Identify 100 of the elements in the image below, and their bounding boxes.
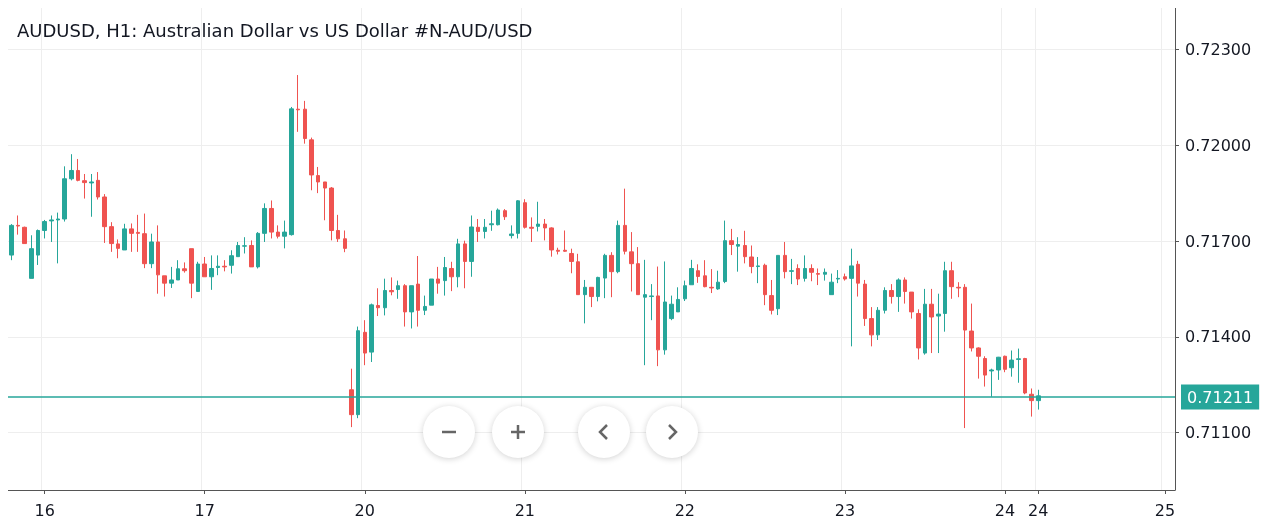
- candlestick: [543, 218, 547, 241]
- candlestick: [116, 238, 120, 259]
- candlestick: [603, 253, 607, 299]
- candlestick: [749, 244, 754, 274]
- candlestick: [329, 186, 334, 241]
- candlestick: [423, 295, 427, 316]
- candlestick: [669, 295, 674, 321]
- candlestick: [736, 236, 740, 273]
- y-tick-label: 0.72000: [1185, 135, 1252, 155]
- candlestick: [209, 254, 214, 291]
- candlestick: [783, 241, 787, 279]
- candlestick: [363, 319, 367, 366]
- candlestick: [776, 254, 780, 316]
- candlestick: [616, 220, 620, 274]
- candlestick: [643, 259, 647, 366]
- candlestick: [109, 221, 114, 253]
- candlestick: [336, 214, 340, 243]
- candlestick: [409, 285, 414, 329]
- candlestick: [463, 240, 467, 289]
- candlestick: [563, 229, 567, 253]
- candlestick: [789, 258, 794, 285]
- candlestick: [796, 263, 800, 286]
- candlestick: [242, 236, 247, 254]
- candlestick: [142, 213, 147, 269]
- candlestick: [636, 246, 640, 296]
- candlestick: [876, 306, 880, 341]
- candlestick: [249, 239, 254, 268]
- candlestick: [456, 238, 460, 288]
- candlestick: [296, 74, 300, 133]
- x-tick-label: 21: [514, 500, 535, 520]
- candlestick: [909, 291, 914, 320]
- candlestick: [102, 193, 107, 244]
- candlestick: [376, 287, 380, 317]
- candlestick: [889, 283, 894, 305]
- candlestick: [276, 224, 280, 239]
- candlestick: [76, 158, 80, 182]
- candlestick: [569, 248, 574, 274]
- candlestick: [449, 261, 454, 292]
- candlestick: [129, 222, 134, 253]
- candlestick: [756, 256, 760, 284]
- candlestick: [16, 214, 20, 236]
- candlestick: [716, 270, 720, 291]
- candlestick: [689, 259, 694, 286]
- candlestick: [556, 247, 560, 255]
- candlestick: [369, 303, 374, 363]
- candlestick: [683, 280, 687, 302]
- candlestick: [309, 137, 314, 191]
- candlestick: [256, 231, 260, 269]
- candlestick: [62, 165, 67, 223]
- candlestick: [849, 248, 854, 347]
- x-tick-label: 22: [674, 500, 696, 520]
- candlestick: [136, 214, 140, 253]
- ref-line-label: 0.71211: [1187, 387, 1254, 407]
- candlestick: [289, 106, 294, 237]
- candlestick: [769, 279, 774, 315]
- candlestick: [149, 233, 154, 269]
- candlestick: [162, 275, 167, 298]
- candlestick: [916, 308, 921, 360]
- candlestick: [969, 303, 974, 352]
- candlestick: [416, 255, 420, 328]
- candlestick: [156, 224, 160, 295]
- candlestick: [436, 266, 440, 295]
- candlestick: [936, 293, 941, 354]
- candlestick: [536, 201, 540, 232]
- candlestick: [122, 223, 127, 251]
- x-tick-label: 25: [1154, 500, 1176, 520]
- x-tick-label: 16: [34, 500, 55, 520]
- text: AUDUSD, H1: Australian Dollar vs US Dollar #N-AUD/USD: [17, 19, 533, 41]
- candlestick: [82, 173, 87, 200]
- candlestick: [743, 230, 747, 264]
- candlestick: [996, 356, 1001, 381]
- candlestick: [549, 226, 554, 258]
- candlestick: [202, 256, 207, 278]
- candlestick: [869, 306, 874, 347]
- x-tick-label: 23: [834, 500, 856, 520]
- candlestick: [229, 249, 234, 275]
- candlestick: [763, 263, 767, 306]
- candlestick: [469, 214, 474, 278]
- candlestick: [656, 266, 660, 367]
- candlestick: [49, 214, 54, 243]
- candlestick: [703, 259, 707, 288]
- candlestick: [503, 208, 507, 221]
- candlestick: [529, 216, 534, 243]
- candlestick: [96, 171, 100, 201]
- candlestick: [596, 276, 600, 302]
- candlestick: [823, 267, 827, 282]
- candlestick: [303, 100, 307, 145]
- candlestick: [1009, 350, 1014, 378]
- y-tick-label: 0.71400: [1185, 327, 1252, 347]
- candlestick: [269, 199, 274, 239]
- candlestick: [809, 263, 814, 282]
- candlestick: [976, 346, 981, 380]
- candlestick: [576, 253, 580, 296]
- candlestick: [22, 226, 27, 245]
- candlestick: [282, 220, 287, 249]
- candlestick: [676, 286, 680, 313]
- candlestick: [609, 251, 614, 298]
- candlestick: [483, 218, 487, 239]
- candlestick: [623, 188, 627, 255]
- candlestick: [896, 277, 901, 313]
